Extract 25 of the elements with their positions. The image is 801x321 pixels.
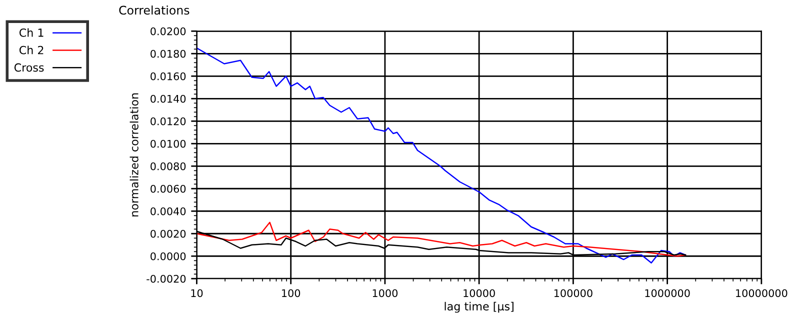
x-tick-label: 10 <box>191 289 203 298</box>
y-tick-label: 0.0020 <box>150 230 186 238</box>
x-tick-label: 100 <box>282 289 300 298</box>
legend-label: Ch 1 <box>20 28 44 37</box>
y-tick-label: 0.0140 <box>150 94 186 103</box>
x-tick-label: 10000 <box>464 289 495 298</box>
legend-label: Cross <box>14 63 44 72</box>
chart-title: Correlations <box>119 6 190 15</box>
y-tick-label: 0.0000 <box>150 252 186 260</box>
y-tick-label: 0.0060 <box>150 184 186 193</box>
y-tick-label: 0.0040 <box>150 207 186 216</box>
y-tick-label: 0.0160 <box>150 72 186 80</box>
x-tick-label: 100000 <box>554 289 592 298</box>
y-tick-label: -0.0020 <box>146 274 186 283</box>
y-tick-label: 0.0200 <box>150 27 186 36</box>
y-tick-label: 0.0120 <box>150 117 186 126</box>
x-tick-label: 1000000 <box>645 289 690 298</box>
y-tick-label: 0.0180 <box>150 50 186 58</box>
y-tick-label: 0.0080 <box>150 162 186 170</box>
x-tick-label: 1000 <box>372 289 398 298</box>
y-tick-label: 0.0100 <box>150 140 186 148</box>
legend-label: Ch 2 <box>20 46 44 54</box>
x-axis-title: lag time [µs] <box>444 302 514 313</box>
y-axis-title: normalized correlation <box>130 93 138 216</box>
x-tick-label: 10000000 <box>736 289 788 298</box>
